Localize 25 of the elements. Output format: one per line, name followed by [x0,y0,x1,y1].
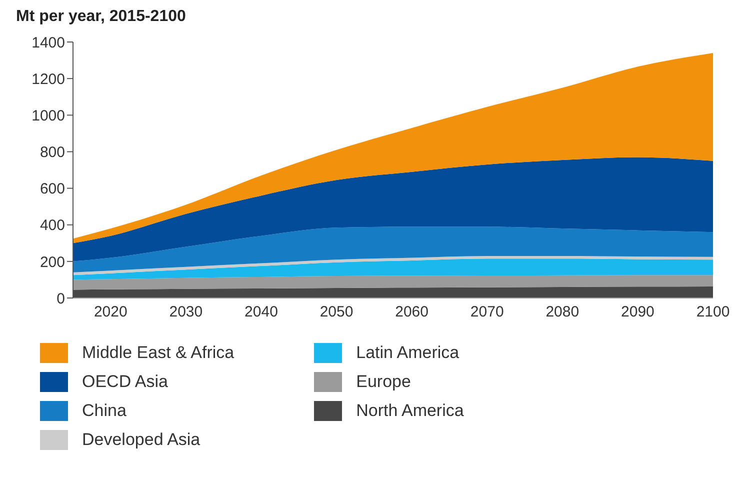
x-tick-label: 2080 [546,304,580,321]
chart-title: Mt per year, 2015-2100 [16,8,187,26]
legend-label: China [82,400,126,420]
y-tick-label: 800 [40,144,65,162]
legend-label: Latin America [356,342,460,362]
x-tick-label: 2040 [244,304,278,321]
x-tick-label: 2070 [470,304,504,321]
x-tick-label: 2060 [395,304,429,321]
x-tick-label: 2020 [94,304,128,321]
y-tick-label: 1200 [32,70,65,88]
legend-label: OECD Asia [82,372,168,392]
legend-label: Developed Asia [82,430,200,450]
x-tick-label: 2050 [320,304,354,321]
x-tick-label: 2090 [621,304,654,321]
y-tick-label: 400 [40,217,65,234]
y-tick-label: 0 [56,290,65,308]
x-tick-label: 2030 [169,304,203,321]
y-tick-label: 1400 [32,34,65,52]
legend-label: Europe [356,372,411,392]
y-tick-label: 200 [40,254,65,271]
x-tick-label: 2100 [696,304,730,321]
legend-label: North America [356,400,464,420]
legend-label: Middle East & Africa [82,342,234,362]
y-tick-label: 600 [40,180,65,198]
y-tick-label: 1000 [32,107,65,124]
